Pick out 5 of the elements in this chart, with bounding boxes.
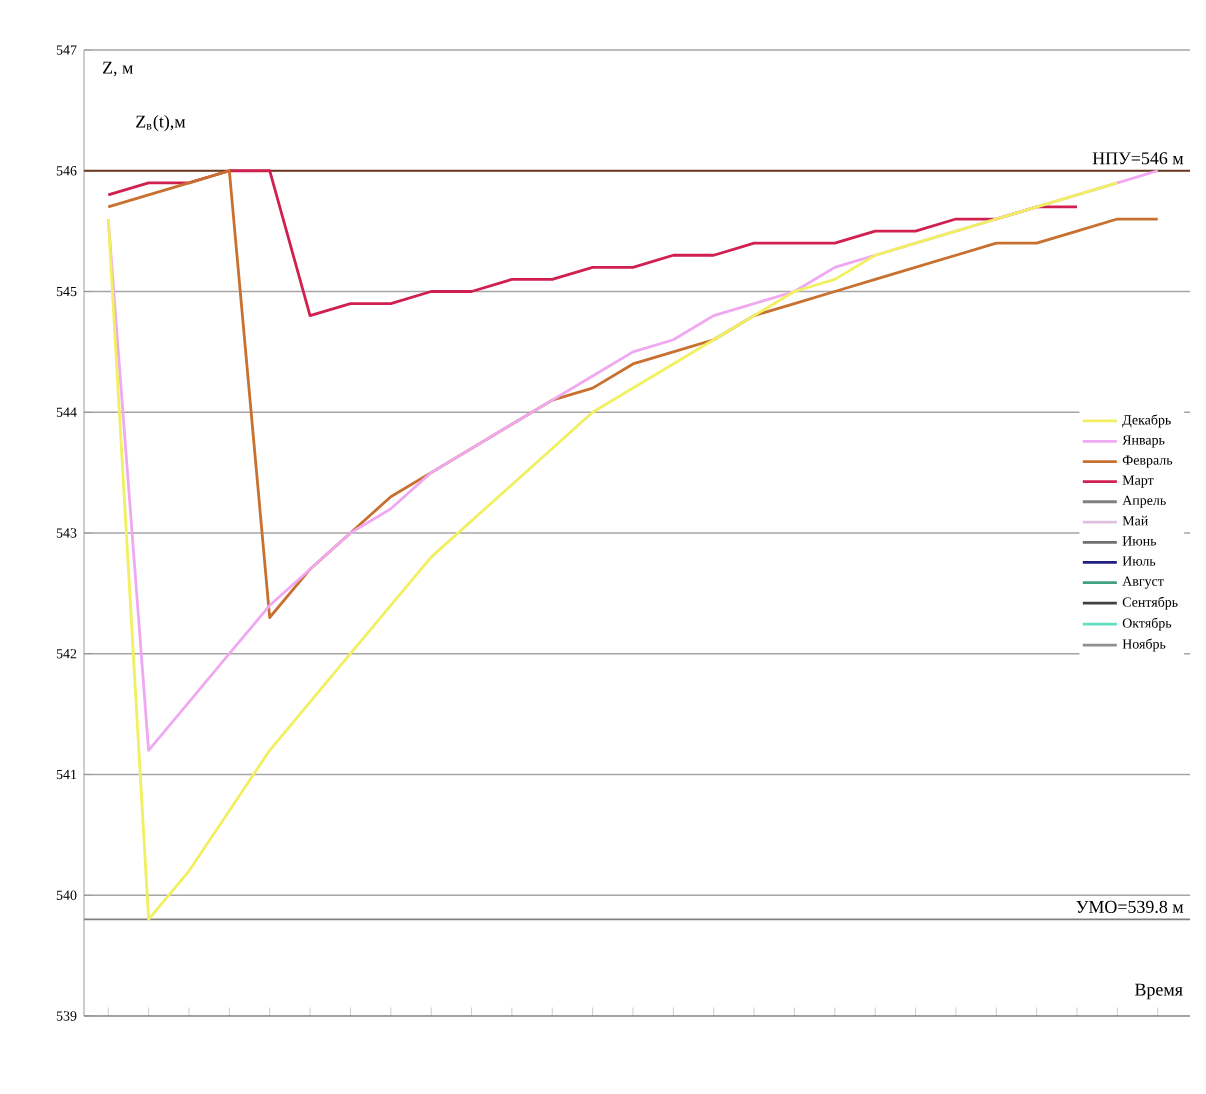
annotation: Z$_{в}$(t),м <box>136 114 186 132</box>
x-axis-title: Время <box>1135 983 1183 1000</box>
ref-line-label: НПУ=546 м <box>1092 152 1184 165</box>
ref-line-label: УМО=539.8 м <box>1076 900 1184 913</box>
y-axis-title: Z, м <box>102 61 133 77</box>
